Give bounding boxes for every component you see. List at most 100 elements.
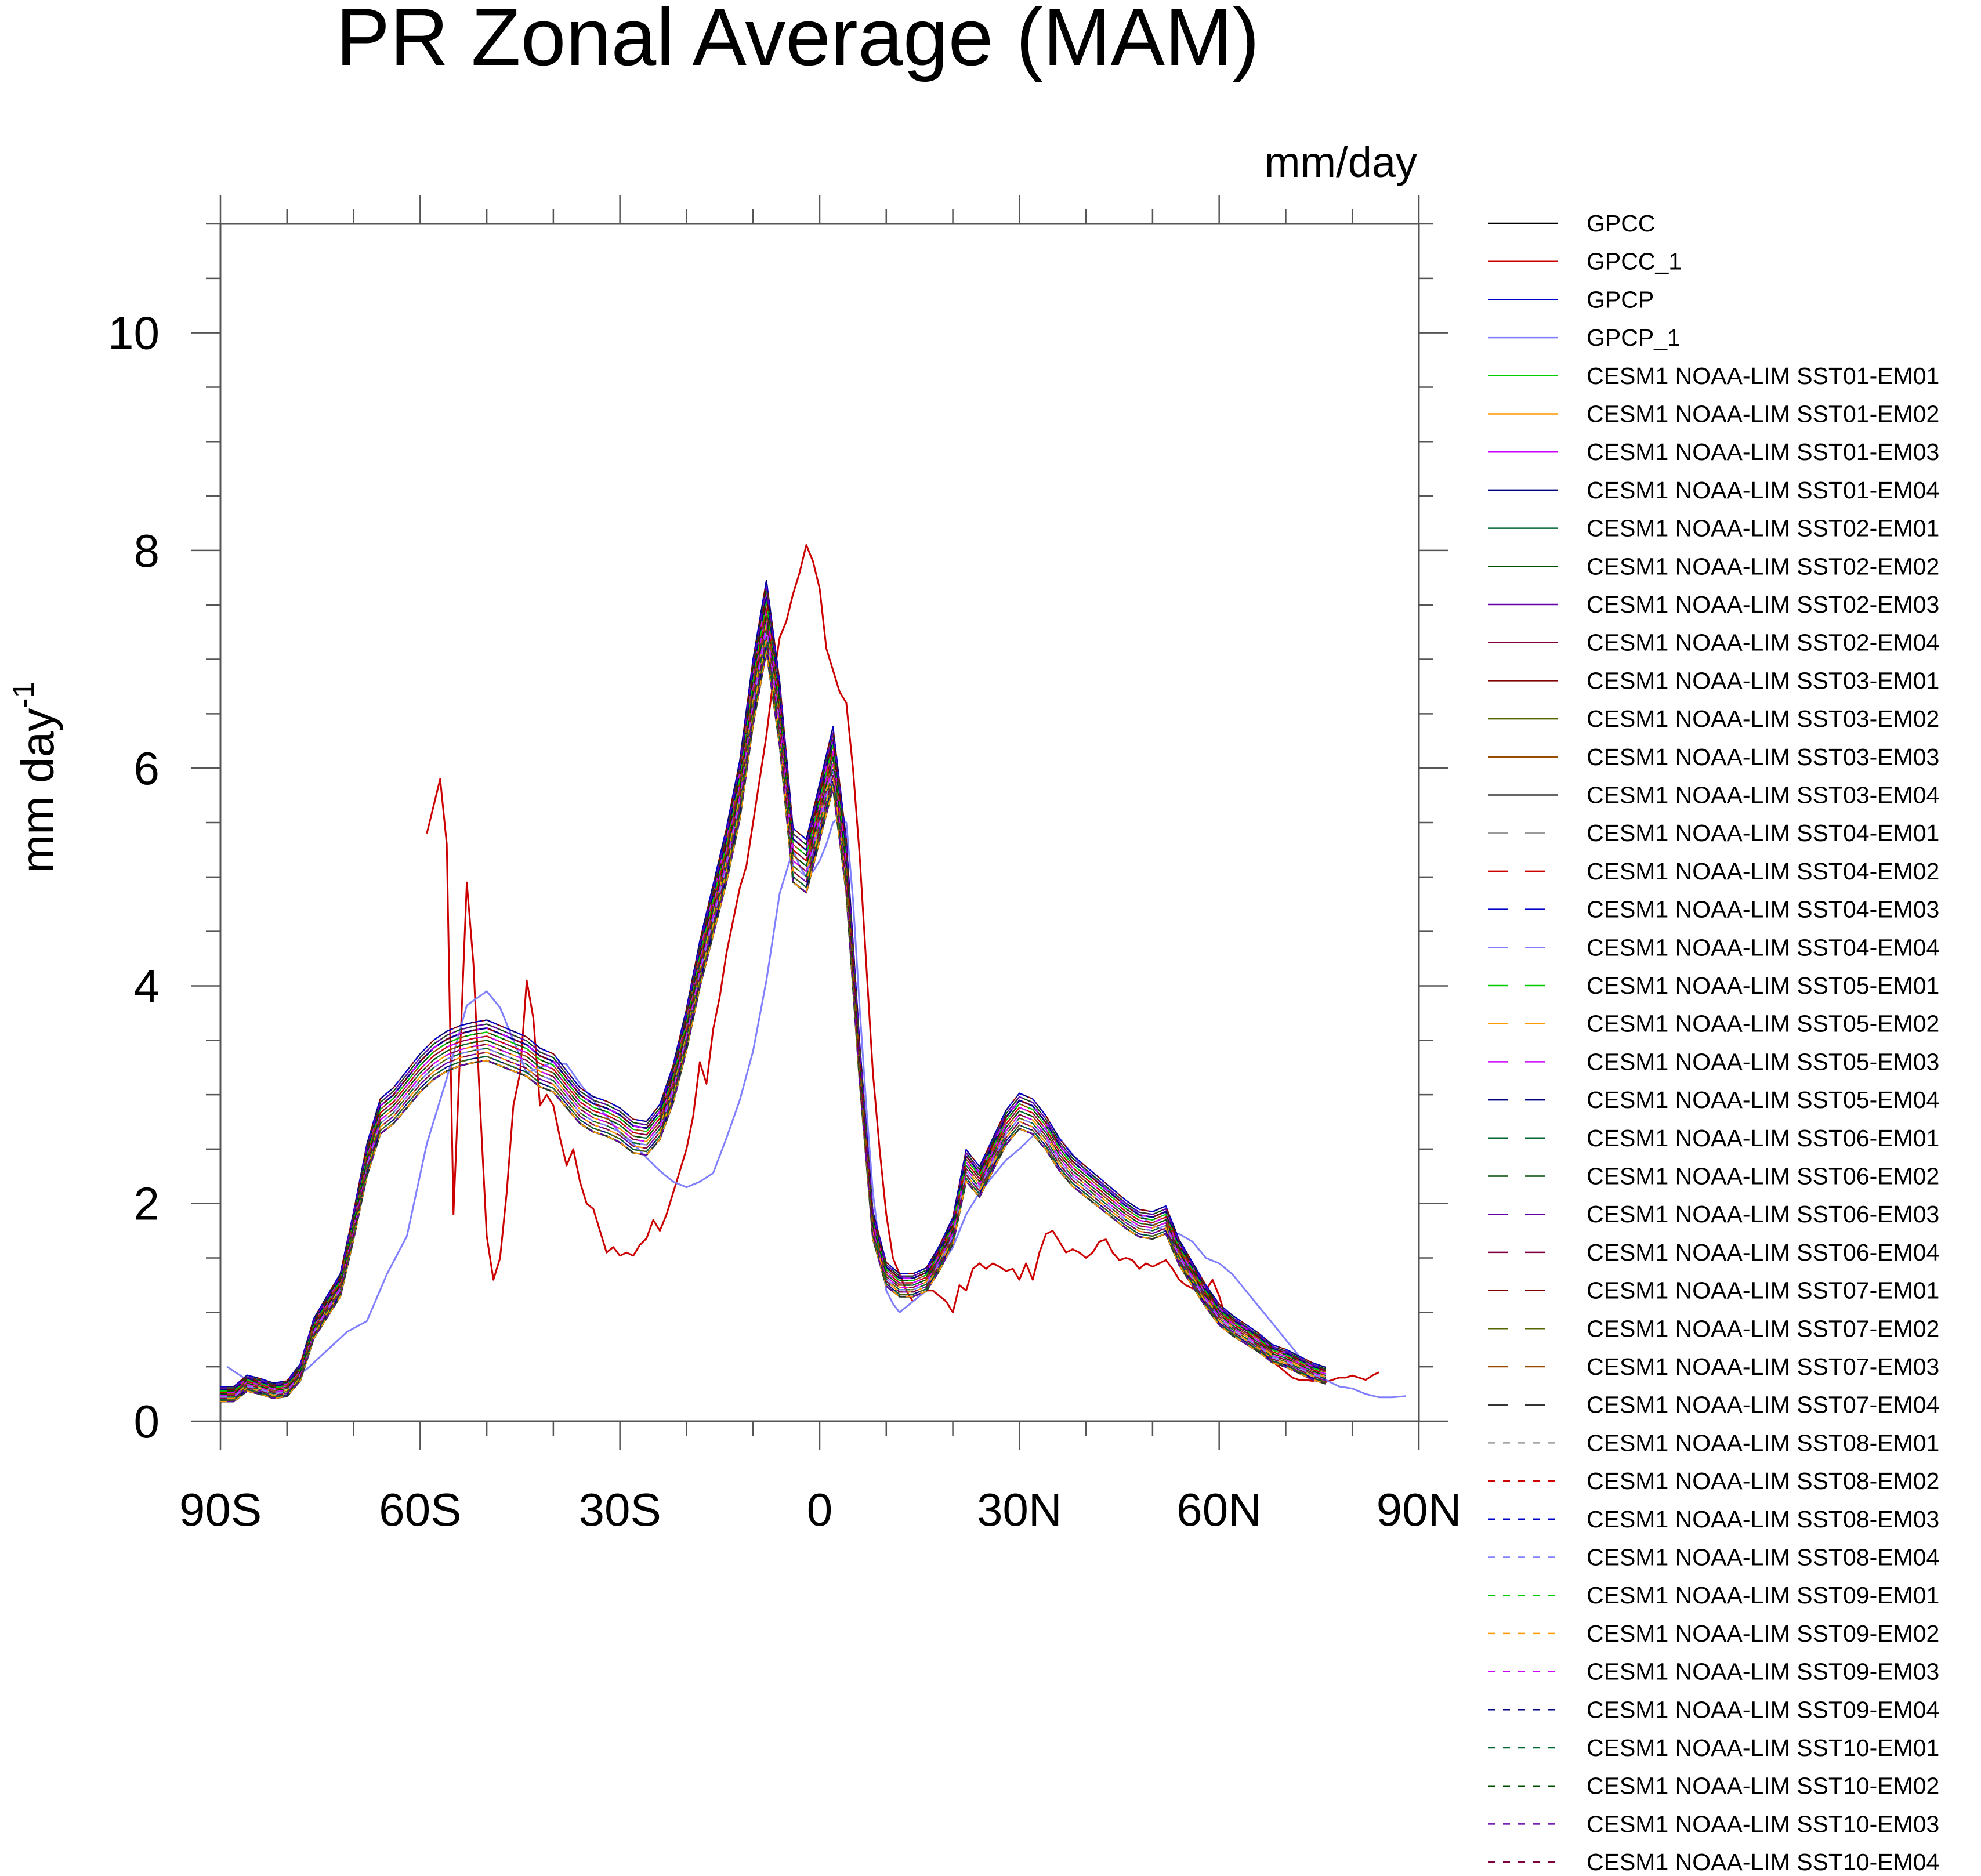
legend-label: CESM1 NOAA-LIM SST01-EM02 bbox=[1587, 401, 1939, 428]
axis-ticks bbox=[191, 195, 1448, 1450]
x-tick-label: 0 bbox=[807, 1484, 833, 1535]
series-line bbox=[426, 544, 1379, 1383]
legend-label: GPCC bbox=[1587, 210, 1655, 237]
units-label: mm/day bbox=[1265, 138, 1417, 186]
series-line bbox=[220, 622, 1326, 1396]
legend-label: CESM1 NOAA-LIM SST10-EM02 bbox=[1587, 1773, 1939, 1799]
series-line bbox=[220, 615, 1326, 1395]
series-line bbox=[220, 650, 1326, 1403]
series-line bbox=[220, 629, 1326, 1398]
series-line bbox=[220, 593, 1326, 1390]
legend-label: CESM1 NOAA-LIM SST09-EM03 bbox=[1587, 1658, 1939, 1685]
series-line bbox=[220, 636, 1326, 1399]
legend-label: CESM1 NOAA-LIM SST01-EM01 bbox=[1587, 363, 1939, 389]
series-line bbox=[220, 600, 1326, 1392]
y-axis-label: mm day-1 bbox=[7, 682, 63, 874]
legend-label: CESM1 NOAA-LIM SST06-EM03 bbox=[1587, 1201, 1939, 1227]
y-tick-label: 10 bbox=[108, 307, 160, 359]
legend-label: CESM1 NOAA-LIM SST02-EM01 bbox=[1587, 515, 1939, 542]
legend-label: CESM1 NOAA-LIM SST05-EM02 bbox=[1587, 1011, 1939, 1037]
y-tick-labels: 0 2 4 6 8 10 bbox=[108, 307, 160, 1447]
series-line bbox=[220, 636, 1326, 1399]
series-line bbox=[220, 593, 1326, 1390]
series-line bbox=[220, 643, 1326, 1401]
legend-label: CESM1 NOAA-LIM SST03-EM04 bbox=[1587, 782, 1939, 809]
y-axis-label-text: mm day bbox=[12, 708, 63, 874]
y-tick-label: 8 bbox=[134, 525, 160, 577]
series-line bbox=[220, 586, 1326, 1389]
series-line bbox=[220, 600, 1326, 1392]
series-line bbox=[220, 629, 1326, 1398]
legend-label: CESM1 NOAA-LIM SST07-EM04 bbox=[1587, 1392, 1939, 1418]
chart-title: PR Zonal Average (MAM) bbox=[336, 0, 1259, 82]
legend-label: CESM1 NOAA-LIM SST03-EM01 bbox=[1587, 667, 1939, 694]
legend-label: CESM1 NOAA-LIM SST03-EM02 bbox=[1587, 705, 1939, 732]
series-line bbox=[220, 650, 1326, 1403]
legend-label: CESM1 NOAA-LIM SST09-EM02 bbox=[1587, 1620, 1939, 1647]
y-tick-label: 2 bbox=[134, 1178, 160, 1230]
legend-label: CESM1 NOAA-LIM SST04-EM03 bbox=[1587, 896, 1939, 923]
legend-label: CESM1 NOAA-LIM SST06-EM01 bbox=[1587, 1125, 1939, 1151]
y-axis-label-superscript: -1 bbox=[7, 682, 41, 708]
x-tick-label: 30S bbox=[578, 1484, 661, 1535]
legend-label: CESM1 NOAA-LIM SST05-EM03 bbox=[1587, 1048, 1939, 1075]
series-line bbox=[220, 643, 1326, 1401]
legend-label: CESM1 NOAA-LIM SST06-EM04 bbox=[1587, 1239, 1939, 1266]
x-tick-label: 60S bbox=[379, 1484, 461, 1535]
series-line bbox=[220, 629, 1326, 1398]
legend-label: CESM1 NOAA-LIM SST08-EM03 bbox=[1587, 1506, 1939, 1533]
legend-label: GPCP_1 bbox=[1587, 324, 1681, 351]
legend-label: CESM1 NOAA-LIM SST04-EM02 bbox=[1587, 858, 1939, 885]
legend-label: CESM1 NOAA-LIM SST09-EM01 bbox=[1587, 1582, 1939, 1609]
legend-label: CESM1 NOAA-LIM SST05-EM04 bbox=[1587, 1087, 1939, 1113]
series-line bbox=[220, 622, 1326, 1396]
legend-label: CESM1 NOAA-LIM SST07-EM02 bbox=[1587, 1315, 1939, 1342]
series-line bbox=[220, 636, 1326, 1399]
series-lines bbox=[220, 544, 1406, 1403]
legend-label: CESM1 NOAA-LIM SST08-EM02 bbox=[1587, 1468, 1939, 1494]
series-line bbox=[220, 650, 1326, 1403]
legend-label: CESM1 NOAA-LIM SST04-EM01 bbox=[1587, 820, 1939, 846]
legend-label: CESM1 NOAA-LIM SST01-EM04 bbox=[1587, 477, 1939, 504]
svg-text:mm day-1: mm day-1 bbox=[7, 682, 63, 874]
legend: GPCC GPCC_1 GPCP GPCP_1 CESM1 NOAA-LIM SST01… bbox=[1488, 210, 1939, 1875]
legend-label: CESM1 NOAA-LIM SST10-EM03 bbox=[1587, 1810, 1939, 1837]
legend-label: CESM1 NOAA-LIM SST05-EM01 bbox=[1587, 972, 1939, 999]
x-tick-label: 90S bbox=[179, 1484, 262, 1535]
legend-label: CESM1 NOAA-LIM SST06-EM02 bbox=[1587, 1163, 1939, 1190]
legend-label: CESM1 NOAA-LIM SST02-EM03 bbox=[1587, 591, 1939, 618]
series-line bbox=[220, 650, 1326, 1403]
y-tick-label: 6 bbox=[134, 743, 160, 794]
series-line bbox=[220, 593, 1326, 1390]
legend-label: CESM1 NOAA-LIM SST01-EM03 bbox=[1587, 439, 1939, 465]
legend-label: CESM1 NOAA-LIM SST07-EM03 bbox=[1587, 1353, 1939, 1380]
legend-label: CESM1 NOAA-LIM SST10-EM04 bbox=[1587, 1849, 1939, 1875]
series-line bbox=[220, 600, 1326, 1392]
y-tick-label: 0 bbox=[134, 1396, 160, 1447]
series-line bbox=[220, 636, 1326, 1399]
series-line bbox=[220, 650, 1326, 1403]
series-line bbox=[220, 622, 1326, 1396]
legend-label: CESM1 NOAA-LIM SST02-EM02 bbox=[1587, 553, 1939, 580]
series-line bbox=[220, 586, 1326, 1389]
legend-label: CESM1 NOAA-LIM SST07-EM01 bbox=[1587, 1277, 1939, 1304]
series-line bbox=[220, 593, 1326, 1390]
x-tick-label: 60N bbox=[1176, 1484, 1262, 1535]
series-line bbox=[226, 816, 1406, 1399]
legend-label: CESM1 NOAA-LIM SST08-EM04 bbox=[1587, 1544, 1939, 1571]
series-line bbox=[220, 586, 1326, 1389]
series-line bbox=[220, 608, 1326, 1393]
series-line bbox=[220, 643, 1326, 1401]
legend-label: CESM1 NOAA-LIM SST08-EM01 bbox=[1587, 1429, 1939, 1456]
x-tick-labels: 90S 60S 30S 0 30N 60N 90N bbox=[179, 1484, 1462, 1535]
series-line bbox=[220, 622, 1326, 1396]
legend-label: GPCC_1 bbox=[1587, 248, 1682, 275]
y-tick-label: 4 bbox=[134, 960, 160, 1012]
series-line bbox=[220, 586, 1326, 1389]
series-line bbox=[220, 593, 1326, 1390]
legend-label: CESM1 NOAA-LIM SST09-EM04 bbox=[1587, 1696, 1939, 1723]
legend-label: CESM1 NOAA-LIM SST03-EM03 bbox=[1587, 744, 1939, 770]
series-line bbox=[220, 643, 1326, 1401]
legend-label: GPCP bbox=[1587, 286, 1654, 313]
